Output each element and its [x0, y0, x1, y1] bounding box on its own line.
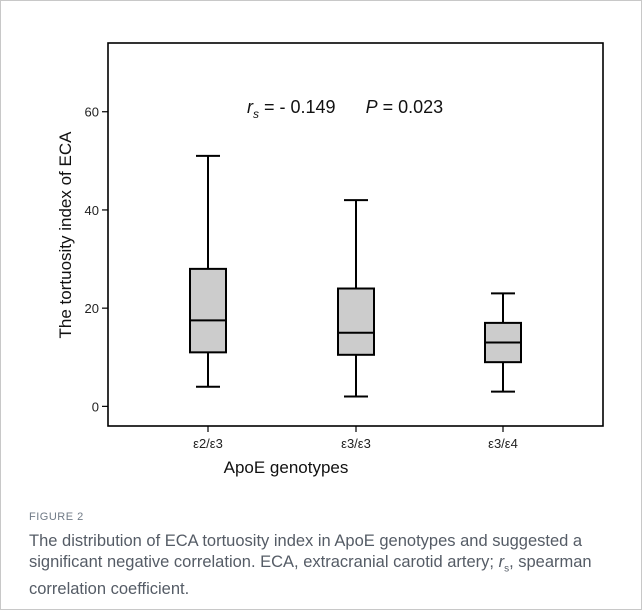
x-tick-label: ε3/ε4 [488, 436, 518, 451]
y-tick-label: 0 [92, 399, 99, 414]
y-tick-label: 60 [85, 105, 99, 120]
x-tick-label: ε3/ε3 [341, 436, 371, 451]
box-plot-chart: 0 20 40 60 ε2/ε3 ε3/ε3 ε3/ε4 ApoE genotypes The … [56, 42, 604, 477]
x-tick-label: ε2/ε3 [193, 436, 223, 451]
caption-r-symbol: r [498, 553, 505, 571]
caption-main-text: The distribution of ECA tortuosity index… [29, 532, 583, 571]
y-axis-title: The tortuosity index of ECA [56, 131, 75, 339]
x-axis-title: ApoE genotypes [224, 458, 349, 477]
annotation-r-symbol: r [247, 97, 254, 117]
caption-r-subscript: s [504, 563, 510, 575]
y-tick-label: 40 [85, 203, 99, 218]
annotation-r-value: = - 0.149 [259, 97, 336, 117]
correlation-annotation: rs = - 0.149 P = 0.023 [247, 97, 443, 121]
y-tick-label: 20 [85, 301, 99, 316]
box-iqr [337, 287, 375, 356]
annotation-p-symbol: P [366, 97, 378, 117]
box-iqr [189, 267, 227, 354]
annotation-p-value: = 0.023 [378, 97, 444, 117]
caption-tail-text: , spearman correlation coefficient. [29, 553, 592, 599]
annotation-r-subscript: s [253, 107, 259, 121]
figure-caption: The distribution of ECA tortuosity index… [29, 531, 619, 600]
figure-label: FIGURE 2 [29, 511, 84, 523]
